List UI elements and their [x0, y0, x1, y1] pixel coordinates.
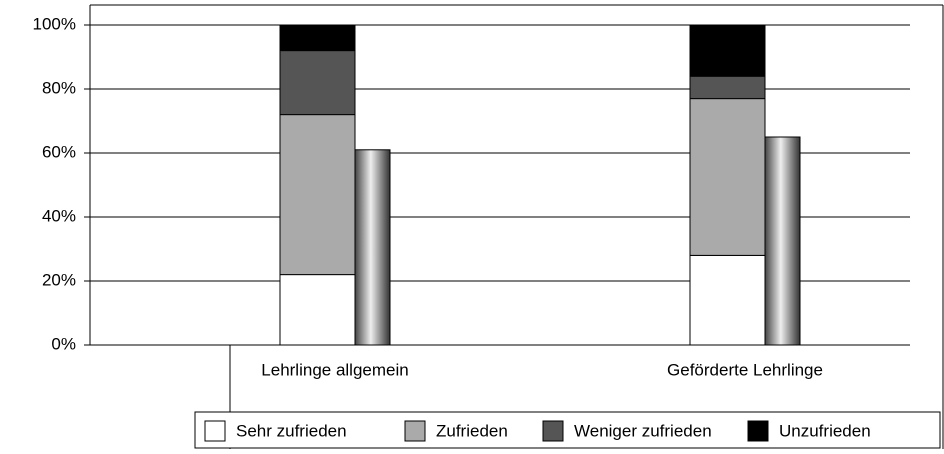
bar-segment	[689, 24, 766, 77]
bar-segment	[279, 274, 356, 346]
y-tick-label: 20%	[42, 270, 76, 289]
bar	[764, 136, 801, 346]
bar-segment	[689, 254, 766, 346]
x-tick-label: Geförderte Lehrlinge	[667, 360, 823, 379]
bar-segment	[279, 50, 356, 116]
y-tick-label: 40%	[42, 206, 76, 225]
x-tick-label: Lehrlinge allgemein	[261, 360, 408, 379]
legend-swatch	[747, 420, 769, 442]
legend-label: Weniger zufrieden	[574, 421, 712, 440]
y-tick-label: 60%	[42, 142, 76, 161]
bar-segment	[279, 114, 356, 276]
legend-label: Unzufrieden	[779, 421, 871, 440]
legend-box	[194, 411, 941, 449]
bar	[354, 149, 391, 346]
bar-segment	[689, 98, 766, 256]
legend-label: Zufrieden	[436, 421, 508, 440]
legend-label: Sehr zufrieden	[236, 421, 347, 440]
y-tick-label: 100%	[33, 14, 76, 33]
legend-swatch	[542, 420, 564, 442]
legend-swatch	[404, 420, 426, 442]
bar-segment	[689, 75, 766, 100]
y-tick-label: 0%	[51, 334, 76, 353]
legend-swatch	[204, 420, 226, 442]
y-tick-label: 80%	[42, 78, 76, 97]
bar-segment	[279, 24, 356, 52]
